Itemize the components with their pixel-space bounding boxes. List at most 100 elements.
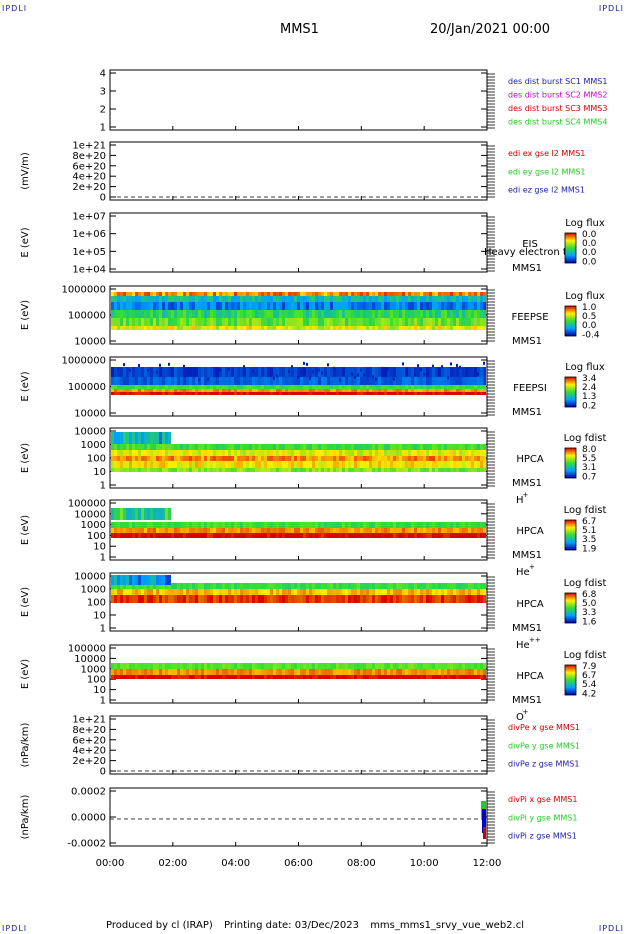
heatmap-cell [474, 389, 477, 392]
heatmap-cell [456, 302, 459, 310]
heatmap-cell [285, 450, 288, 456]
heatmap-cell [288, 456, 291, 461]
heatmap-cell [339, 292, 342, 296]
heatmap-cell [312, 468, 315, 472]
heatmap-cell [309, 302, 312, 310]
heatmap-cell [444, 522, 447, 528]
heatmap-cell [135, 292, 138, 296]
heatmap-cell [309, 367, 312, 377]
heatmap-cell [393, 292, 396, 296]
heatmap-cell [111, 663, 114, 669]
heatmap-cell [234, 533, 237, 538]
heatmap-cell [135, 675, 138, 679]
heatmap-cell [213, 392, 216, 395]
heatmap-cell [189, 675, 192, 679]
heatmap-cell [186, 385, 189, 389]
heatmap-cell [411, 385, 414, 389]
heatmap-cell [477, 522, 480, 528]
heatmap-cell [147, 522, 150, 528]
heatmap-cell [369, 669, 372, 675]
heatmap-cell [288, 589, 291, 595]
heatmap-cell [225, 461, 228, 468]
heatmap-cell [417, 456, 420, 461]
heatmap-cell [267, 392, 270, 395]
heatmap-cell [336, 326, 339, 330]
heatmap-cell [288, 522, 291, 528]
heatmap-cell [306, 326, 309, 330]
heatmap-cell [219, 669, 222, 675]
y-tick-label: 2e+20 [72, 756, 106, 767]
heatmap-cell [150, 583, 153, 589]
heatmap-cell [213, 461, 216, 468]
heatmap-cell [354, 468, 357, 472]
heatmap-cell [243, 461, 246, 468]
heatmap-cell [237, 663, 240, 669]
heatmap-cell [261, 456, 264, 461]
heatmap-cell [180, 461, 183, 468]
heatmap-cell [243, 310, 246, 318]
species-label: O [516, 712, 524, 723]
heatmap-cell [315, 461, 318, 468]
heatmap-cell [291, 318, 294, 326]
heatmap-cell [459, 522, 462, 528]
heatmap-cell [192, 377, 195, 385]
heatmap-cell [330, 675, 333, 679]
heatmap-cell [372, 326, 375, 330]
heatmap-cell [270, 292, 273, 296]
heatmap-cell [279, 389, 282, 392]
heatmap-cell [459, 663, 462, 669]
heatmap-cell [441, 461, 444, 468]
heatmap-cell [153, 595, 156, 603]
heatmap-cell [276, 669, 279, 675]
heatmap-cell [291, 456, 294, 461]
heatmap-cell [354, 392, 357, 395]
heatmap-cell [255, 533, 258, 538]
heatmap-cell [375, 595, 378, 603]
heatmap-cell [177, 468, 180, 472]
heatmap-cell [441, 367, 444, 377]
heatmap-cell [453, 389, 456, 392]
heatmap-cell [168, 528, 171, 533]
heatmap-cell [231, 468, 234, 472]
heatmap-cell [147, 302, 150, 310]
heatmap-cell [288, 675, 291, 679]
heatmap-cell [120, 669, 123, 675]
heatmap-cell [132, 461, 135, 468]
heatmap-cell [420, 444, 423, 450]
heatmap-cell [162, 522, 165, 528]
heatmap-cell [186, 589, 189, 595]
heatmap-cell [147, 575, 150, 585]
colorbar-tick-label: 6.7 [582, 671, 596, 681]
heatmap-cell [390, 326, 393, 330]
heatmap-cell [204, 296, 207, 302]
heatmap-cell [162, 663, 165, 669]
heatmap-cell [297, 663, 300, 669]
heatmap-cell [126, 377, 129, 385]
heatmap-cell [279, 377, 282, 385]
heatmap-cell [315, 468, 318, 472]
heatmap-cell [249, 675, 252, 679]
heatmap-cell [117, 456, 120, 461]
heatmap-cell [411, 310, 414, 318]
heatmap-cell [372, 589, 375, 595]
heatmap-cell [246, 444, 249, 450]
heatmap-cell [156, 528, 159, 533]
heatmap-cell [138, 444, 141, 450]
x-tick-label: 12:00 [473, 858, 502, 869]
heatmap-cell [297, 377, 300, 385]
y-tick-label: 1e+06 [72, 229, 106, 240]
heatmap-cell [369, 444, 372, 450]
heatmap-cell [417, 292, 420, 296]
heatmap-cell [123, 663, 126, 669]
heatmap-cell [384, 450, 387, 456]
heatmap-cell [462, 669, 465, 675]
heatmap-cell [303, 385, 306, 389]
heatmap-cell [129, 595, 132, 603]
heatmap-cell [282, 318, 285, 326]
heatmap-cell [255, 367, 258, 377]
heatmap-cell [420, 392, 423, 395]
heatmap-cell [111, 326, 114, 330]
heatmap-cell [147, 589, 150, 595]
heatmap-cell [459, 450, 462, 456]
heatmap-cell [306, 302, 309, 310]
